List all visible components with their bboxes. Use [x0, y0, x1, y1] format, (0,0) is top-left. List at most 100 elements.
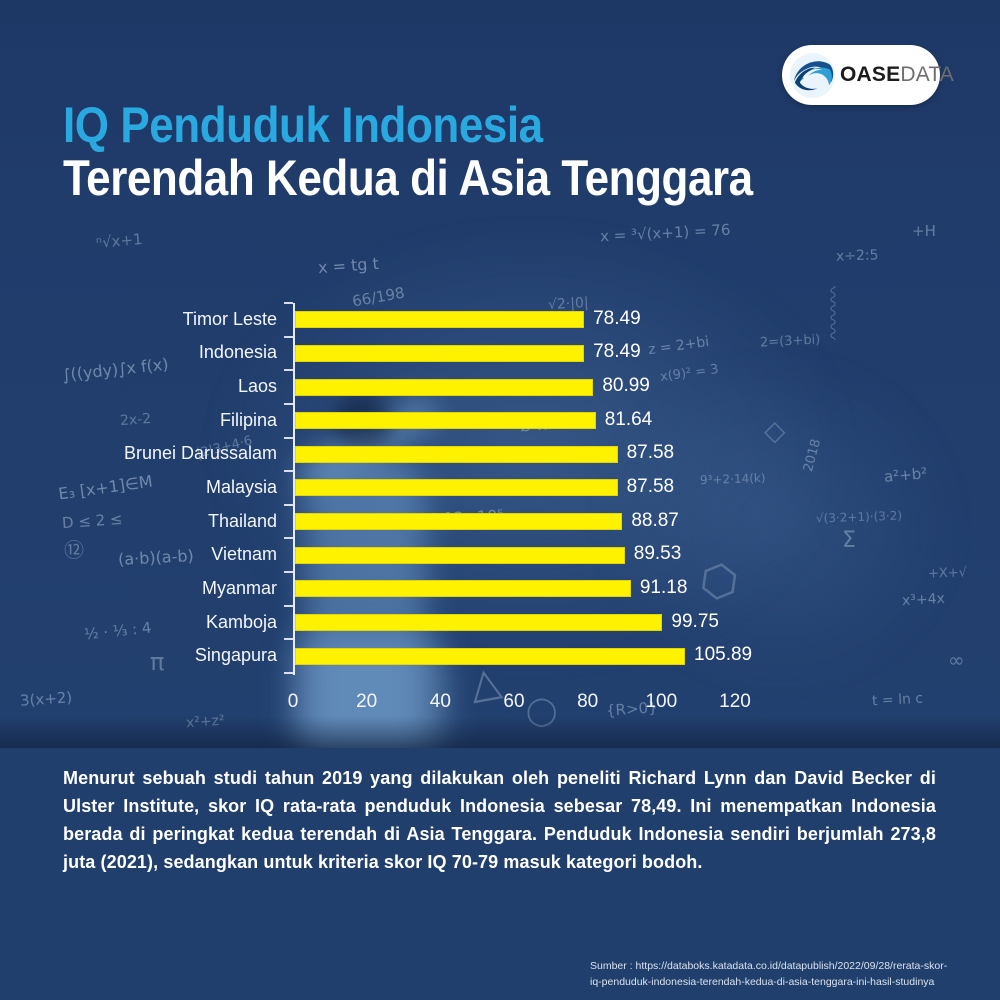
bar-row: Myanmar 91.18 — [202, 572, 735, 606]
value-label: 91.18 — [639, 576, 688, 598]
bar-row: Brunei Darussalam 87.58 — [124, 438, 735, 472]
bar-row: Thailand 88.87 — [208, 505, 735, 539]
value-label: 78.49 — [593, 307, 641, 329]
chalk-doodle: ∞ — [948, 648, 965, 672]
axis-tick — [284, 369, 293, 372]
axis-tick — [284, 537, 293, 540]
bar — [295, 311, 585, 329]
axis-tick — [284, 503, 293, 506]
bar — [295, 344, 585, 362]
bar-row: Timor Leste 78.49 — [183, 303, 735, 337]
category-label: Laos — [237, 376, 277, 397]
student-silhouette-body — [304, 452, 426, 748]
bar-row: Singapura 105.89 — [195, 639, 752, 673]
chalk-doodle: +H — [912, 222, 936, 240]
chalk-doodle: x÷2:5 — [835, 247, 879, 265]
category-label: Timor Leste — [182, 308, 277, 329]
bar-row: Malaysia 87.58 — [206, 471, 735, 505]
source-line2: iq-penduduk-indonesia-terendah-kedua-di-… — [590, 976, 935, 988]
category-label: Filipina — [219, 409, 277, 430]
bar — [295, 445, 618, 463]
x-tick-label: 120 — [719, 691, 751, 712]
bar-row: Vietnam 89.53 — [211, 538, 735, 572]
chalk-doodle: ⁿ√x+1 — [95, 230, 144, 252]
category-label: Myanmar — [201, 577, 277, 598]
bar-row: Indonesia 78.49 — [199, 337, 735, 371]
x-tick-label: 100 — [645, 691, 678, 712]
chalk-doodle: 2=(3+bi) — [759, 332, 821, 351]
wave-icon — [789, 52, 836, 98]
page-title: IQ Penduduk Indonesia Terendah Kedua di … — [63, 99, 753, 205]
axis-tick — [284, 638, 293, 641]
category-label: Vietnam — [211, 544, 277, 565]
chalk-doodle: ◇ — [764, 414, 786, 447]
value-label: 87.58 — [626, 475, 675, 497]
chalk-doodle: ⑫ — [64, 538, 84, 562]
summary-panel: Menurut sebuah studi tahun 2019 yang dil… — [0, 748, 1000, 1000]
bar — [295, 580, 631, 598]
axis-tick — [284, 470, 293, 473]
logo-brand-light: DATA — [900, 63, 955, 86]
chalk-doodle: x = ³√(x+1) = 76 — [599, 220, 731, 246]
bar — [295, 412, 596, 430]
bar — [295, 546, 625, 564]
bar — [295, 647, 686, 665]
chalk-doodle: Σ — [842, 528, 856, 553]
source-line1: Sumber : https://databoks.katadata.co.id… — [590, 960, 948, 972]
chalk-doodle: x³+4x — [901, 590, 946, 610]
summary-paragraph: Menurut sebuah studi tahun 2019 yang dil… — [63, 768, 936, 872]
chalk-doodle: 〰〰〰 — [821, 286, 842, 340]
axis-tick — [284, 302, 293, 304]
bar — [295, 378, 594, 396]
page-title-line1: IQ Penduduk Indonesia — [63, 97, 543, 153]
bar — [295, 513, 623, 531]
value-label: 87.58 — [626, 442, 675, 464]
category-axis-line — [293, 303, 295, 675]
chalk-doodle: √(3·2+1)·(3·2) — [815, 508, 903, 526]
bar-row: Filipina 81.64 — [220, 404, 735, 438]
source-citation: Sumber : https://databoks.katadata.co.id… — [590, 958, 975, 990]
chalk-doodle: 3(x+2) — [19, 688, 73, 710]
value-label: 81.64 — [604, 408, 653, 430]
category-label: Brunei Darussalam — [123, 443, 277, 464]
chalk-doodle: a²+b² — [883, 464, 929, 486]
axis-tick — [284, 335, 293, 338]
chalk-doodle: π — [150, 648, 165, 676]
page-title-line2: Terendah Kedua di Asia Tenggara — [63, 150, 753, 206]
bar-row: Laos 80.99 — [238, 370, 735, 404]
axis-tick — [284, 604, 293, 607]
logo-brand-bold: OASE — [840, 63, 901, 86]
logo-wordmark: OASEDATA — [840, 63, 954, 87]
category-label: Singapura — [194, 645, 277, 666]
axis-tick — [284, 402, 293, 405]
oasedata-logo: OASEDATA — [782, 45, 954, 105]
category-label: Malaysia — [205, 476, 277, 497]
value-label: 89.53 — [633, 543, 682, 565]
value-label: 99.75 — [671, 610, 719, 632]
x-tick-label: 40 — [429, 691, 451, 712]
value-label: 105.89 — [694, 644, 753, 666]
desk-shadow — [0, 716, 1000, 748]
bar — [295, 614, 663, 632]
value-label: 80.99 — [602, 375, 650, 397]
x-tick-label: 20 — [356, 691, 378, 712]
value-label: 88.87 — [631, 509, 679, 531]
chalkboard-background: x = ³√(x+1) = 76 x = tg t 66/198 ⁿ√x+1 √2·|0… — [0, 208, 1000, 748]
axis-tick — [284, 571, 293, 574]
bar — [295, 479, 618, 497]
x-tick-label: 80 — [577, 691, 599, 712]
chalk-doodle: +X+√ — [927, 565, 968, 582]
chalk-doodle: t = ln c — [871, 690, 924, 710]
category-label: Indonesia — [198, 342, 277, 363]
chalkboard-glow — [600, 358, 960, 688]
category-label: Kamboja — [205, 611, 277, 632]
x-tick-label: 60 — [503, 691, 525, 712]
axis-tick — [284, 436, 293, 439]
bar-chart-plot-area: Timor Leste 78.49 Indonesia 78.49 Laos 80.99 F… — [124, 302, 752, 712]
value-label: 78.49 — [593, 341, 641, 363]
axis-tick — [284, 672, 293, 674]
bar-row: Kamboja 99.75 — [206, 606, 735, 640]
category-label: Thailand — [207, 510, 277, 531]
x-tick-label: 0 — [287, 691, 299, 712]
